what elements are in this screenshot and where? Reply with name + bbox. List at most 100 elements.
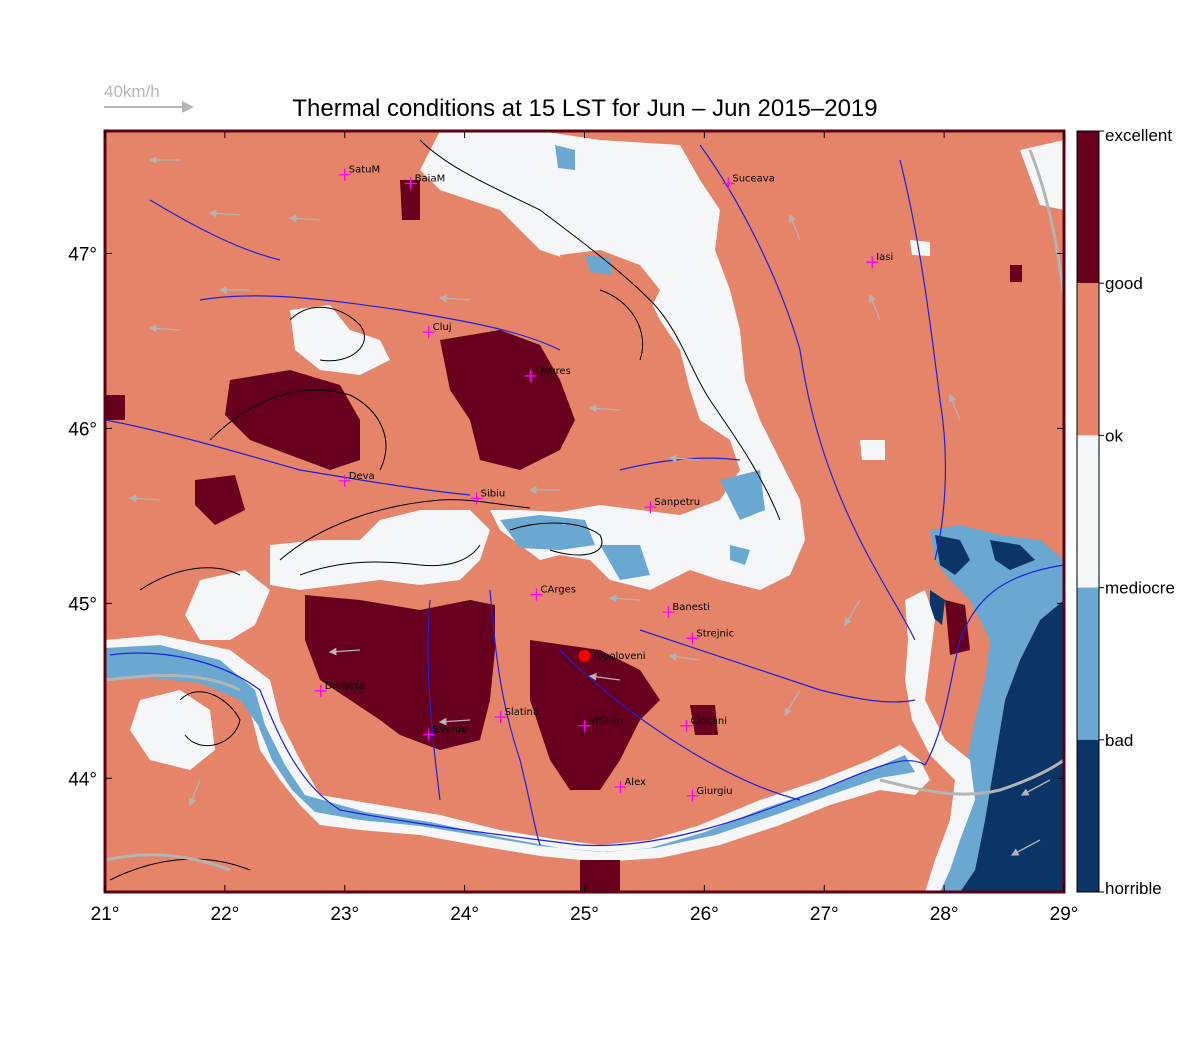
y-tick-label: 45° [68, 594, 97, 615]
city-marker [524, 369, 537, 382]
x-axis: 21° 22° 23° 24° 25° 26° 27° 28° 29° [91, 131, 1079, 925]
city-deva: Deva [338, 471, 375, 487]
city-marker [422, 728, 435, 741]
wind-scale-label: 40km/h [104, 82, 160, 101]
legend-label-good: good [1105, 274, 1143, 293]
city-alex: Alex [614, 777, 646, 794]
city-marker [338, 168, 351, 181]
city-stgum: StGum [578, 716, 623, 732]
legend-swatch-mediocre [1077, 587, 1099, 740]
x-tick-label: 29° [1050, 904, 1079, 925]
terrain-contours [109, 139, 781, 881]
danube-bad-band [105, 645, 915, 852]
eastern-carpathians-ok [420, 131, 805, 590]
x-tick-label: 25° [570, 904, 599, 925]
city-label: CArges [541, 585, 576, 596]
y-axis: 44° 45° 46° 47° [68, 244, 1064, 790]
city-label: Strejnic [696, 628, 734, 639]
city-suceava: Suceava [722, 173, 775, 190]
y-tick-label: 47° [68, 244, 97, 265]
city-marker [494, 711, 507, 724]
city-label: BaiaM [415, 173, 446, 184]
legend-label-horrible: horrible [1105, 879, 1162, 898]
oltenia-excellent [305, 595, 495, 750]
city-marker [578, 719, 591, 732]
city-label: Banesti [672, 602, 709, 613]
chart-title: Thermal conditions at 15 LST for Jun – J… [292, 95, 877, 122]
city-label: Iasi [876, 252, 893, 263]
legend-colorbar: excellent good ok mediocre bad horrible [1076, 126, 1175, 898]
legend-label-mediocre: mediocre [1105, 579, 1175, 598]
city-marker [686, 789, 699, 802]
rivers [105, 144, 1064, 847]
city-label: Deva [349, 471, 375, 482]
city-marker [614, 781, 627, 794]
transylvania-excellent-east [440, 330, 575, 470]
city-giurgiu: Giurgiu [686, 786, 733, 802]
legend-label-excellent: excellent [1105, 126, 1172, 145]
city-marker [314, 684, 327, 697]
city-drobeta: Drobeta [314, 681, 365, 697]
x-tick-label: 22° [211, 904, 240, 925]
city-sverde: SVerde [422, 725, 468, 741]
city-baiam: BaiaM [404, 173, 446, 190]
legend-swatch-ok [1077, 435, 1099, 588]
x-tick-label: 27° [810, 904, 839, 925]
city-label: SVerde [433, 725, 468, 736]
city-marker [686, 632, 699, 645]
city-markers: SatuM BaiaM Suceava Iasi Cluj TMures Deva Sibiu… [314, 165, 893, 802]
apuseni-ok [290, 305, 390, 375]
banat-mountains-ok [130, 570, 270, 770]
city-marker [404, 177, 417, 190]
legend-label-ok: ok [1105, 426, 1123, 445]
city-marker [866, 256, 879, 269]
city-label: SatuM [349, 165, 380, 176]
city-marker [530, 588, 543, 601]
x-tick-label: 28° [930, 904, 959, 925]
legend-label-bad: bad [1105, 731, 1133, 750]
city-cluj: Cluj [422, 322, 452, 339]
delta-dark-patches [930, 535, 1035, 625]
x-tick-label: 23° [330, 904, 359, 925]
city-slatina: Slatina [494, 707, 539, 724]
x-tick-label: 26° [690, 904, 719, 925]
city-label: StGum [589, 716, 623, 727]
y-tick-label: 44° [68, 769, 97, 790]
city-label: Giurgiu [696, 786, 732, 797]
coast-ok-strip [905, 590, 975, 892]
city-label: Sibiu [481, 488, 506, 499]
city-marker [338, 474, 351, 487]
city-sanpetru: Sanpetru [644, 497, 700, 514]
legend-swatch-good [1077, 283, 1099, 436]
city-sibiu: Sibiu [470, 488, 506, 505]
city-ciocani: Ciocani [680, 716, 727, 732]
city-iasi: Iasi [866, 252, 893, 269]
x-tick-label: 24° [450, 904, 479, 925]
city-label: Cluj [433, 322, 452, 333]
city-label: Sanpetru [654, 497, 700, 508]
eastern-carpathians-interior [560, 250, 660, 370]
city-label: Suceava [732, 173, 775, 184]
city-marker [680, 719, 693, 732]
legend-frame [1076, 130, 1100, 893]
roads [105, 149, 1064, 872]
city-label: Slatina [505, 707, 539, 718]
mediocre-patches [500, 145, 765, 580]
city-carges: CArges [530, 585, 576, 601]
city-tmures: TMures [524, 366, 571, 382]
city-marker [644, 501, 657, 514]
city-label: Alex [624, 777, 646, 788]
city-label: Ciocani [690, 716, 727, 727]
city-marker [662, 606, 675, 619]
map-plot-area: SatuM BaiaM Suceava Iasi Cluj TMures Deva Sibiu… [105, 131, 1064, 892]
legend-swatch-excellent [1077, 131, 1099, 284]
transylvania-excellent-west [225, 370, 360, 470]
city-label: TMures [534, 366, 571, 377]
y-tick-label: 46° [68, 419, 97, 440]
southern-carpathians-ok [270, 510, 490, 590]
north-ok-patches [860, 140, 1064, 460]
city-marker [422, 326, 435, 339]
wind-arrows [128, 156, 1051, 856]
city-marker [470, 492, 483, 505]
highlight-site-label: Topoloveni [592, 651, 646, 662]
